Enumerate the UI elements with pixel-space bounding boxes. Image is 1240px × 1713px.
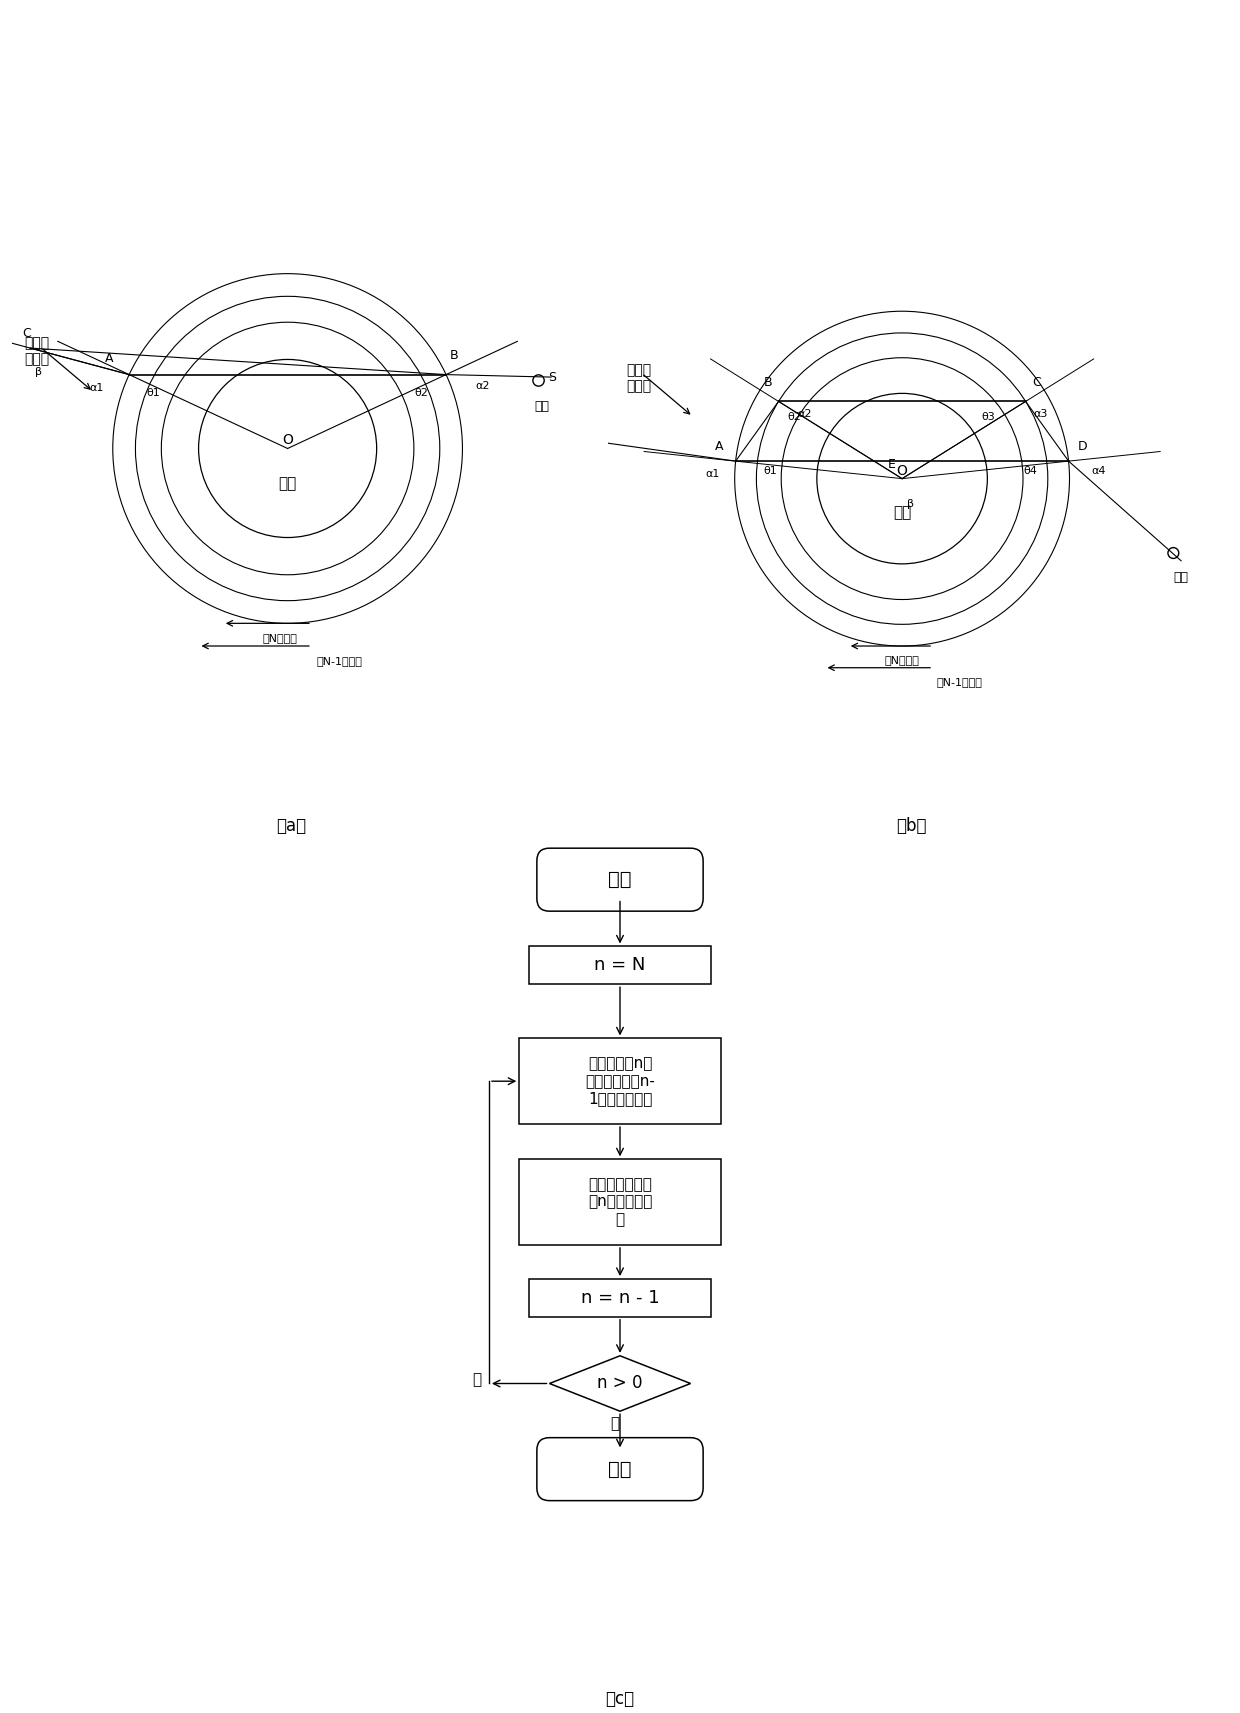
Text: 卫星: 卫星 (534, 399, 549, 413)
Text: 第N层大气: 第N层大气 (262, 634, 296, 642)
Text: θ1: θ1 (146, 387, 160, 397)
Text: θ2: θ2 (787, 413, 802, 421)
Text: θ1: θ1 (764, 466, 777, 476)
FancyBboxPatch shape (537, 848, 703, 911)
Text: 开始: 开始 (609, 870, 631, 889)
Text: n = n - 1: n = n - 1 (580, 1288, 660, 1307)
Text: 利用所选数据计
算n层大气折射
率: 利用所选数据计 算n层大气折射 率 (588, 1177, 652, 1227)
Text: n > 0: n > 0 (598, 1374, 642, 1393)
Text: θ3: θ3 (981, 413, 994, 421)
Text: θ2: θ2 (415, 387, 429, 397)
Text: O: O (283, 433, 293, 447)
Text: 第N-1层大气: 第N-1层大气 (316, 656, 362, 666)
Text: 卫星: 卫星 (1173, 570, 1189, 584)
Text: β: β (906, 498, 914, 509)
Text: E: E (888, 457, 895, 471)
Text: B: B (764, 377, 773, 389)
Text: 地球: 地球 (893, 505, 911, 521)
Text: α1: α1 (89, 382, 104, 392)
Text: （b）: （b） (897, 817, 926, 834)
Text: α2: α2 (797, 409, 812, 420)
Bar (520, 1038, 720, 1124)
Text: 第N-1层大气: 第N-1层大气 (936, 677, 982, 687)
Text: n = N: n = N (594, 956, 646, 975)
Text: 恒星光
线方向: 恒星光 线方向 (626, 363, 651, 392)
Bar (529, 1280, 711, 1317)
Text: α3: α3 (1033, 409, 1048, 420)
Text: O: O (897, 464, 908, 478)
Text: （c）: （c） (605, 1691, 635, 1708)
Bar (529, 946, 711, 985)
Text: C: C (1032, 377, 1040, 389)
Text: S: S (548, 370, 557, 384)
Text: 地球: 地球 (279, 476, 296, 492)
Text: A: A (714, 440, 723, 454)
Text: B: B (449, 349, 458, 361)
Bar (520, 1160, 720, 1245)
Text: 第N层大气: 第N层大气 (884, 656, 920, 665)
Text: D: D (1078, 440, 1087, 454)
Text: θ4: θ4 (1024, 466, 1038, 476)
Text: A: A (104, 351, 113, 365)
Text: α4: α4 (1092, 466, 1106, 476)
Text: 结束: 结束 (609, 1459, 631, 1478)
Text: 选取仅通过n层
大气而不通过n-
1层大气的数据: 选取仅通过n层 大气而不通过n- 1层大气的数据 (585, 1057, 655, 1107)
Polygon shape (549, 1355, 691, 1412)
FancyBboxPatch shape (537, 1437, 703, 1501)
Text: （a）: （a） (277, 817, 306, 834)
Text: α1: α1 (706, 469, 719, 478)
Text: C: C (22, 327, 31, 339)
Text: β: β (35, 368, 42, 377)
Text: 否: 否 (610, 1417, 620, 1432)
Text: α2: α2 (475, 380, 490, 391)
Text: 恒星光
线方向: 恒星光 线方向 (24, 336, 50, 367)
Text: 是: 是 (472, 1372, 481, 1388)
